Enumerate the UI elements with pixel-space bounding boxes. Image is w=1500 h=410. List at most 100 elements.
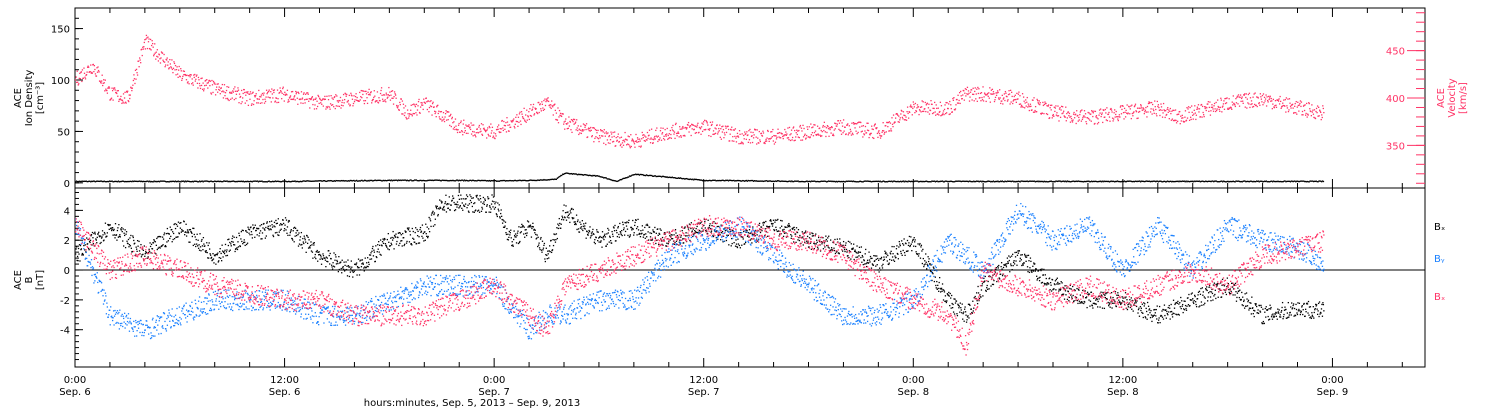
- data-point: [965, 180, 967, 182]
- data-point: [217, 180, 220, 182]
- data-point: [217, 261, 219, 263]
- data-point: [1272, 180, 1275, 182]
- data-point: [1261, 101, 1263, 103]
- data-point: [477, 198, 479, 200]
- data-point: [601, 135, 603, 137]
- x-tick-time: 0:00: [64, 375, 86, 386]
- data-point: [1117, 180, 1119, 183]
- data-point: [168, 68, 170, 70]
- data-point: [241, 101, 243, 103]
- data-point: [1217, 99, 1219, 101]
- data-point: [1047, 104, 1050, 106]
- data-point: [808, 136, 810, 138]
- data-point: [259, 230, 262, 232]
- data-point: [830, 180, 832, 182]
- data-point: [544, 179, 546, 181]
- data-point: [582, 130, 584, 132]
- data-point: [275, 219, 277, 222]
- data-point: [124, 180, 127, 183]
- data-point: [1189, 106, 1191, 109]
- data-point: [492, 180, 494, 182]
- data-point: [940, 105, 943, 107]
- data-point: [270, 91, 272, 93]
- data-point: [432, 210, 434, 213]
- data-point: [262, 181, 264, 183]
- data-point: [1171, 110, 1173, 112]
- data-point: [75, 253, 77, 255]
- data-point: [991, 88, 994, 90]
- data-point: [259, 102, 262, 104]
- data-point: [278, 180, 280, 183]
- data-point: [1163, 109, 1165, 111]
- data-point: [928, 113, 931, 115]
- data-point: [1038, 103, 1040, 105]
- data-point: [649, 138, 651, 140]
- y-tick-label: 50: [57, 127, 70, 138]
- data-point: [542, 107, 544, 109]
- data-point: [1309, 108, 1311, 110]
- series-velocity: [75, 34, 1325, 149]
- data-point: [351, 266, 353, 268]
- data-point: [555, 178, 558, 181]
- data-point: [429, 179, 431, 181]
- data-point: [459, 206, 461, 208]
- data-point: [908, 180, 911, 182]
- data-point: [341, 259, 343, 261]
- data-point: [989, 87, 991, 89]
- data-point: [1098, 114, 1100, 116]
- data-point: [1212, 110, 1215, 112]
- data-point: [191, 83, 193, 85]
- data-point: [401, 240, 403, 242]
- data-point: [517, 179, 519, 182]
- data-point: [123, 102, 125, 104]
- data-point: [854, 122, 857, 125]
- data-point: [725, 127, 727, 129]
- data-point: [1179, 123, 1181, 125]
- data-point: [214, 255, 216, 257]
- data-point: [168, 181, 170, 183]
- data-point: [84, 76, 86, 78]
- data-point: [447, 111, 449, 113]
- data-point: [473, 202, 475, 205]
- data-point: [607, 132, 609, 134]
- data-point: [748, 129, 750, 132]
- data-point: [363, 270, 365, 272]
- data-point: [925, 180, 927, 183]
- data-point: [244, 244, 246, 247]
- data-point: [108, 180, 110, 183]
- data-point: [1226, 97, 1228, 99]
- data-point: [1209, 114, 1212, 116]
- data-point: [154, 43, 156, 45]
- data-point: [919, 180, 921, 183]
- data-point: [93, 232, 95, 235]
- x-tick-date: Sep. 6: [59, 387, 91, 398]
- data-point: [410, 179, 412, 181]
- data-point: [104, 79, 106, 81]
- data-point: [1147, 111, 1149, 113]
- data-point: [1279, 95, 1281, 98]
- data-point: [615, 136, 617, 139]
- data-point: [683, 127, 685, 129]
- data-point: [265, 226, 267, 229]
- data-point: [76, 180, 79, 183]
- data-point: [1299, 100, 1302, 102]
- data-point: [913, 180, 915, 183]
- data-point: [559, 175, 561, 178]
- data-point: [229, 181, 231, 183]
- data-point: [1323, 111, 1325, 114]
- data-point: [1305, 181, 1308, 183]
- data-point: [282, 87, 284, 90]
- data-point: [429, 218, 431, 220]
- data-point: [174, 64, 177, 67]
- data-point: [1076, 110, 1078, 112]
- data-point: [1034, 105, 1037, 108]
- data-point: [120, 180, 122, 183]
- data-point: [407, 117, 410, 119]
- data-point: [554, 103, 556, 105]
- data-point: [752, 131, 754, 134]
- data-point: [474, 180, 476, 182]
- data-point: [132, 79, 135, 82]
- data-point: [218, 260, 220, 262]
- data-point: [613, 135, 615, 138]
- data-point: [1304, 104, 1306, 106]
